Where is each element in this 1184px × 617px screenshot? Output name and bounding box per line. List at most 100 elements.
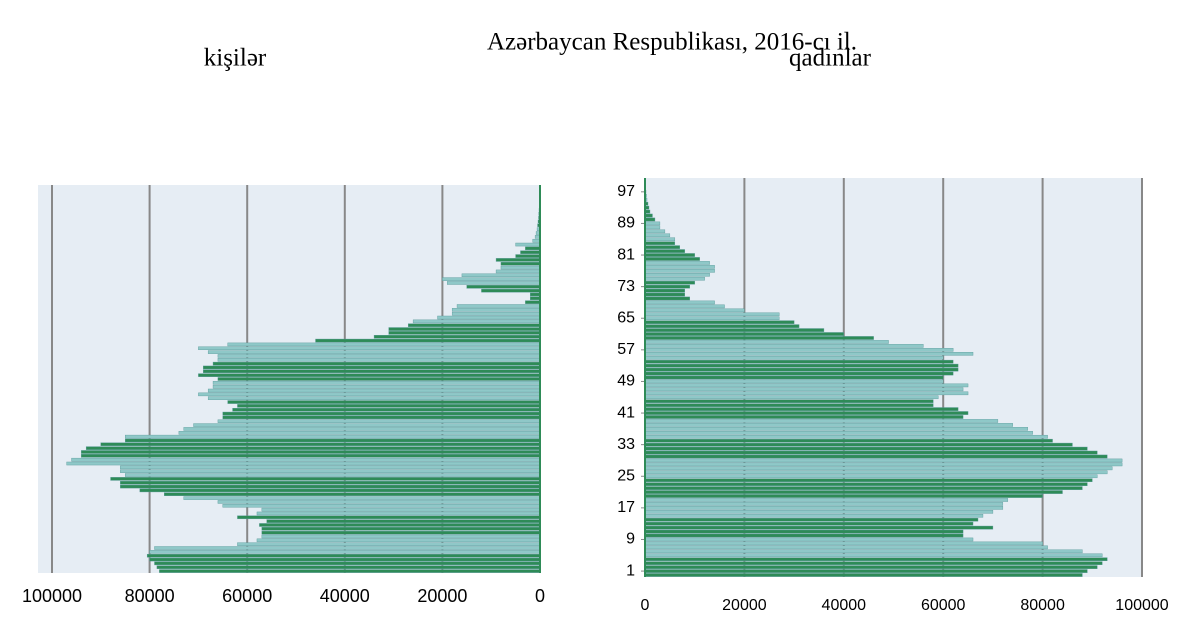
bar (315, 338, 541, 343)
bar (644, 355, 944, 360)
bar (644, 561, 1103, 565)
bar (644, 446, 1088, 451)
bar (644, 431, 1033, 435)
bar (644, 529, 964, 534)
bar (373, 335, 541, 339)
bar (495, 269, 541, 274)
bar (644, 324, 800, 328)
bar (198, 392, 541, 397)
bar (525, 246, 541, 251)
bar (442, 277, 541, 281)
bar (222, 415, 541, 420)
bar (644, 399, 934, 403)
bar (388, 327, 541, 331)
bar (644, 490, 1063, 494)
bar (66, 461, 541, 466)
bar (515, 254, 541, 258)
bar (437, 315, 541, 320)
bar (154, 546, 541, 550)
bar (237, 404, 541, 408)
bar (203, 369, 541, 374)
bar (644, 344, 924, 348)
bar (644, 438, 1053, 443)
bar (644, 336, 874, 340)
bar (124, 473, 541, 477)
bar (183, 496, 541, 500)
bar (644, 296, 690, 301)
bar (81, 450, 541, 454)
chart-title: qadınlar (789, 45, 872, 72)
bar (447, 281, 541, 285)
bar (644, 474, 1098, 479)
bar (149, 557, 541, 562)
bar (644, 403, 934, 407)
y-tick-label: 49 (617, 373, 635, 390)
bar (644, 348, 954, 352)
bar (222, 504, 541, 508)
bar (227, 400, 541, 404)
bar (644, 249, 685, 253)
bar (120, 484, 541, 489)
x-tick-label: 0 (535, 586, 545, 606)
bar (644, 257, 700, 261)
bar (217, 419, 541, 423)
bar (644, 233, 671, 238)
bar (198, 373, 541, 377)
bar (644, 229, 666, 234)
bar (644, 276, 705, 281)
bar (124, 438, 541, 443)
bar (644, 241, 676, 245)
bar (222, 411, 541, 416)
bar (183, 427, 541, 431)
bar (644, 280, 695, 285)
bar (120, 465, 541, 470)
x-tick-label: 0 (641, 597, 650, 614)
bar (530, 296, 541, 301)
bar (644, 454, 1108, 459)
bar (154, 561, 541, 566)
y-tick-label: 33 (617, 436, 635, 453)
bar (530, 292, 541, 297)
bar (644, 332, 845, 336)
bar (644, 328, 825, 332)
bar (456, 304, 541, 308)
bar (203, 365, 541, 370)
bar (261, 507, 541, 512)
bar (212, 384, 541, 389)
bar (149, 550, 541, 554)
bar (644, 458, 1123, 463)
y-tick-label: 73 (617, 278, 635, 295)
bar (644, 213, 653, 218)
bar (261, 530, 541, 535)
bar (261, 527, 541, 531)
x-tick-label: 80000 (1020, 597, 1065, 614)
bar (644, 545, 1048, 550)
x-tick-label: 100000 (22, 586, 82, 606)
y-tick-label: 81 (617, 246, 635, 263)
bar (644, 450, 1098, 455)
bar (644, 292, 685, 297)
bar (495, 258, 541, 262)
bar (412, 319, 541, 324)
bar (644, 427, 1028, 431)
x-tick-label: 20000 (722, 597, 767, 614)
bar (212, 361, 541, 366)
bar (261, 534, 541, 539)
y-tick-label: 65 (617, 309, 635, 326)
bar (644, 506, 1004, 510)
bar (500, 265, 541, 270)
y-tick-label: 57 (617, 341, 635, 358)
bar (644, 521, 974, 526)
bar (644, 352, 974, 356)
bar (644, 363, 959, 368)
bar (644, 498, 1009, 502)
y-tick-label: 97 (617, 183, 635, 200)
bar (644, 537, 974, 542)
bar (644, 553, 1103, 558)
bar (266, 519, 541, 523)
bar (217, 500, 541, 504)
bar (520, 250, 541, 254)
chart-title: kişilər (204, 45, 267, 72)
bar (159, 569, 541, 573)
bar (237, 515, 541, 520)
